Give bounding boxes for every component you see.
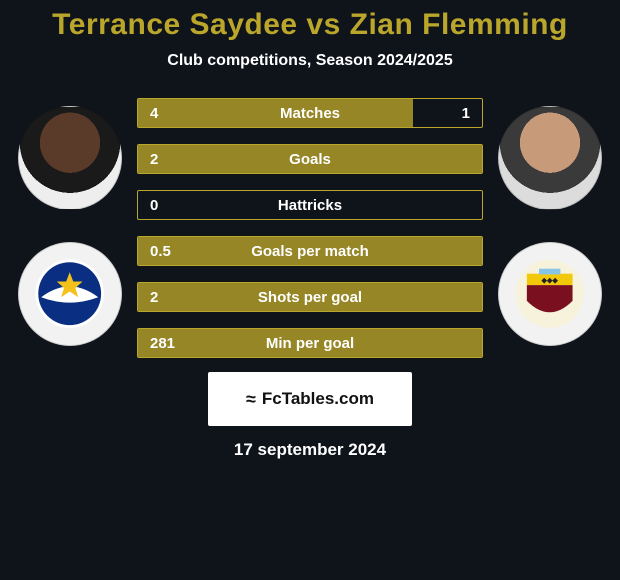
stat-bars: 4Matches1 2Goals 0Hattricks 0.5Goals per ma…: [137, 98, 483, 358]
stat-label: Goals per match: [138, 237, 482, 265]
fctables-icon: ≈: [246, 390, 256, 408]
stat-bar: 2Shots per goal: [137, 282, 483, 312]
content-row: 4Matches1 2Goals 0Hattricks 0.5Goals per ma…: [0, 98, 620, 358]
fctables-badge: ≈ FcTables.com: [208, 372, 412, 426]
page-subtitle: Club competitions, Season 2024/2025: [167, 52, 452, 70]
stat-label: Goals: [138, 145, 482, 173]
stat-right-value: 1: [462, 99, 470, 127]
comparison-card: Terrance Saydee vs Zian Flemming Club co…: [0, 0, 620, 580]
club-crest-right: ◆◆◆: [498, 242, 602, 346]
right-column: ◆◆◆: [491, 98, 609, 346]
date-label: 17 september 2024: [234, 440, 386, 460]
stat-label: Matches: [138, 99, 482, 127]
left-column: [11, 98, 129, 346]
svg-text:◆◆◆: ◆◆◆: [541, 277, 559, 285]
stat-bar: 281Min per goal: [137, 328, 483, 358]
stat-bar: 0.5Goals per match: [137, 236, 483, 266]
fctables-text: FcTables.com: [262, 389, 374, 409]
stat-label: Shots per goal: [138, 283, 482, 311]
stat-label: Hattricks: [138, 191, 482, 219]
stat-bar: 4Matches1: [137, 98, 483, 128]
stat-bar: 2Goals: [137, 144, 483, 174]
page-title: Terrance Saydee vs Zian Flemming: [52, 8, 568, 42]
crest-right-svg: ◆◆◆: [514, 258, 585, 329]
stat-bar: 0Hattricks: [137, 190, 483, 220]
player-avatar-right: [498, 106, 602, 210]
crest-left-svg: [34, 258, 105, 329]
club-crest-left: [18, 242, 122, 346]
player-avatar-left: [18, 106, 122, 210]
stat-label: Min per goal: [138, 329, 482, 357]
